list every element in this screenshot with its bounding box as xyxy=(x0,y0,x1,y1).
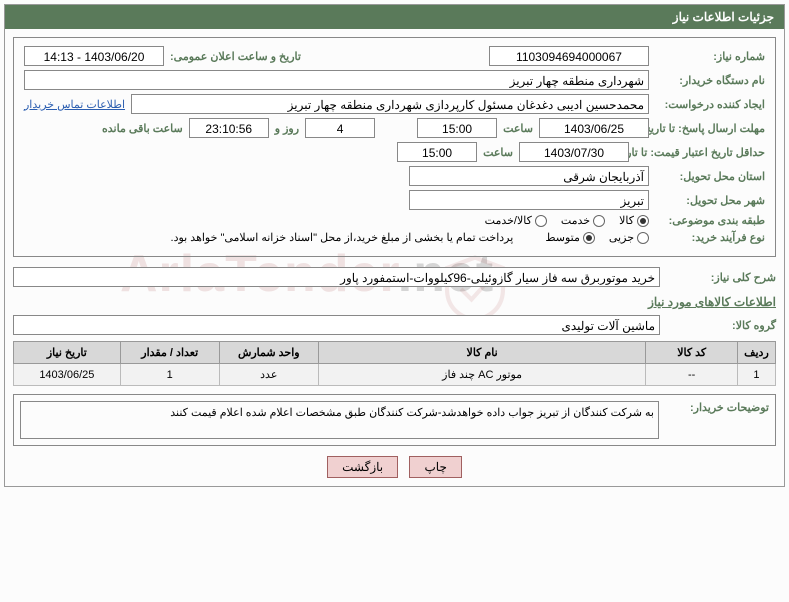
hour-label-1: ساعت xyxy=(503,122,533,135)
print-button[interactable]: چاپ xyxy=(409,456,461,478)
radio-icon xyxy=(535,215,547,227)
announce-label: تاریخ و ساعت اعلان عمومی: xyxy=(170,50,301,63)
group-label: گروه کالا: xyxy=(666,319,776,332)
table-header-cell: تاریخ نیاز xyxy=(14,342,121,364)
back-button[interactable]: بازگشت xyxy=(327,456,398,478)
goods-section-title: اطلاعات کالاهای مورد نیاز xyxy=(13,295,776,309)
deadline-time: 15:00 xyxy=(417,118,497,138)
process-radio-group: جزیی متوسط xyxy=(545,231,649,244)
category-label: طبقه بندی موضوعی: xyxy=(655,214,765,227)
description-box: توضیحات خریدار: به شرکت کنندگان از تبریز… xyxy=(13,394,776,446)
radio-label: خدمت xyxy=(561,214,590,227)
description-text: به شرکت کنندگان از تبریز جواب داده خواهد… xyxy=(20,401,659,439)
time-remaining: 23:10:56 xyxy=(189,118,269,138)
radio-label: متوسط xyxy=(545,231,580,244)
requester-label: ایجاد کننده درخواست: xyxy=(655,98,765,111)
category-option-2[interactable]: کالا/خدمت xyxy=(485,214,547,227)
radio-label: جزیی xyxy=(609,231,634,244)
deadline-label: مهلت ارسال پاسخ: تا تاریخ: xyxy=(655,122,765,135)
overview-title-label: شرح کلی نیاز: xyxy=(666,271,776,284)
radio-icon xyxy=(583,232,595,244)
days-remaining: 4 xyxy=(305,118,375,138)
process-option-0[interactable]: جزیی xyxy=(609,231,649,244)
contact-link[interactable]: اطلاعات تماس خریدار xyxy=(24,98,125,111)
table-cell: -- xyxy=(646,364,737,386)
need-number-value: 1103094694000067 xyxy=(489,46,649,66)
table-cell: عدد xyxy=(219,364,318,386)
table-row: 1--موتور AC چند فازعدد11403/06/25 xyxy=(14,364,776,386)
button-bar: چاپ بازگشت xyxy=(13,456,776,478)
main-panel: جزئیات اطلاعات نیاز شماره نیاز: 11030946… xyxy=(4,4,785,487)
validity-time: 15:00 xyxy=(397,142,477,162)
need-number-label: شماره نیاز: xyxy=(655,50,765,63)
hour-label-2: ساعت xyxy=(483,146,513,159)
table-cell: 1 xyxy=(120,364,219,386)
province-value: آذربایجان شرقی xyxy=(409,166,649,186)
radio-label: کالا xyxy=(619,214,634,227)
table-cell: 1403/06/25 xyxy=(14,364,121,386)
announce-value: 1403/06/20 - 14:13 xyxy=(24,46,164,66)
city-value: تبریز xyxy=(409,190,649,210)
category-option-1[interactable]: خدمت xyxy=(561,214,605,227)
radio-icon xyxy=(593,215,605,227)
requester-value: محمدحسین ادیبی دغدغان مسئول کارپردازی شه… xyxy=(131,94,649,114)
process-label: نوع فرآیند خرید: xyxy=(655,231,765,244)
panel-header: جزئیات اطلاعات نیاز xyxy=(5,5,784,29)
radio-icon xyxy=(637,215,649,227)
radio-icon xyxy=(637,232,649,244)
process-option-1[interactable]: متوسط xyxy=(545,231,595,244)
table-cell: موتور AC چند فاز xyxy=(318,364,646,386)
city-label: شهر محل تحویل: xyxy=(655,194,765,207)
table-header-cell: ردیف xyxy=(737,342,775,364)
days-label: روز و xyxy=(275,122,299,135)
payment-note: پرداخت تمام یا بخشی از مبلغ خرید،از محل … xyxy=(171,231,514,244)
description-label: توضیحات خریدار: xyxy=(669,401,769,439)
table-cell: 1 xyxy=(737,364,775,386)
validity-date: 1403/07/30 xyxy=(519,142,629,162)
table-header-row: ردیفکد کالانام کالاواحد شمارشتعداد / مقد… xyxy=(14,342,776,364)
category-option-0[interactable]: کالا xyxy=(619,214,649,227)
buyer-org-label: نام دستگاه خریدار: xyxy=(655,74,765,87)
province-label: استان محل تحویل: xyxy=(655,170,765,183)
deadline-date: 1403/06/25 xyxy=(539,118,649,138)
validity-label: حداقل تاریخ اعتبار قیمت: تا تاریخ: xyxy=(635,146,765,159)
table-body: 1--موتور AC چند فازعدد11403/06/25 xyxy=(14,364,776,386)
category-radio-group: کالا خدمت کالا/خدمت xyxy=(485,214,649,227)
group-value: ماشین آلات تولیدی xyxy=(13,315,660,335)
table-header-cell: کد کالا xyxy=(646,342,737,364)
panel-title: جزئیات اطلاعات نیاز xyxy=(673,10,774,24)
details-box: شماره نیاز: 1103094694000067 تاریخ و ساع… xyxy=(13,37,776,257)
table-header-cell: نام کالا xyxy=(318,342,646,364)
buyer-org-value: شهرداری منطقه چهار تبریز xyxy=(24,70,649,90)
overview-title-value: خرید موتوربرق سه فاز سیار گازوئیلی-96کیل… xyxy=(13,267,660,287)
remaining-label: ساعت باقی مانده xyxy=(102,122,183,135)
table-header-cell: واحد شمارش xyxy=(219,342,318,364)
radio-label: کالا/خدمت xyxy=(485,214,532,227)
goods-table: ردیفکد کالانام کالاواحد شمارشتعداد / مقد… xyxy=(13,341,776,386)
table-header-cell: تعداد / مقدار xyxy=(120,342,219,364)
